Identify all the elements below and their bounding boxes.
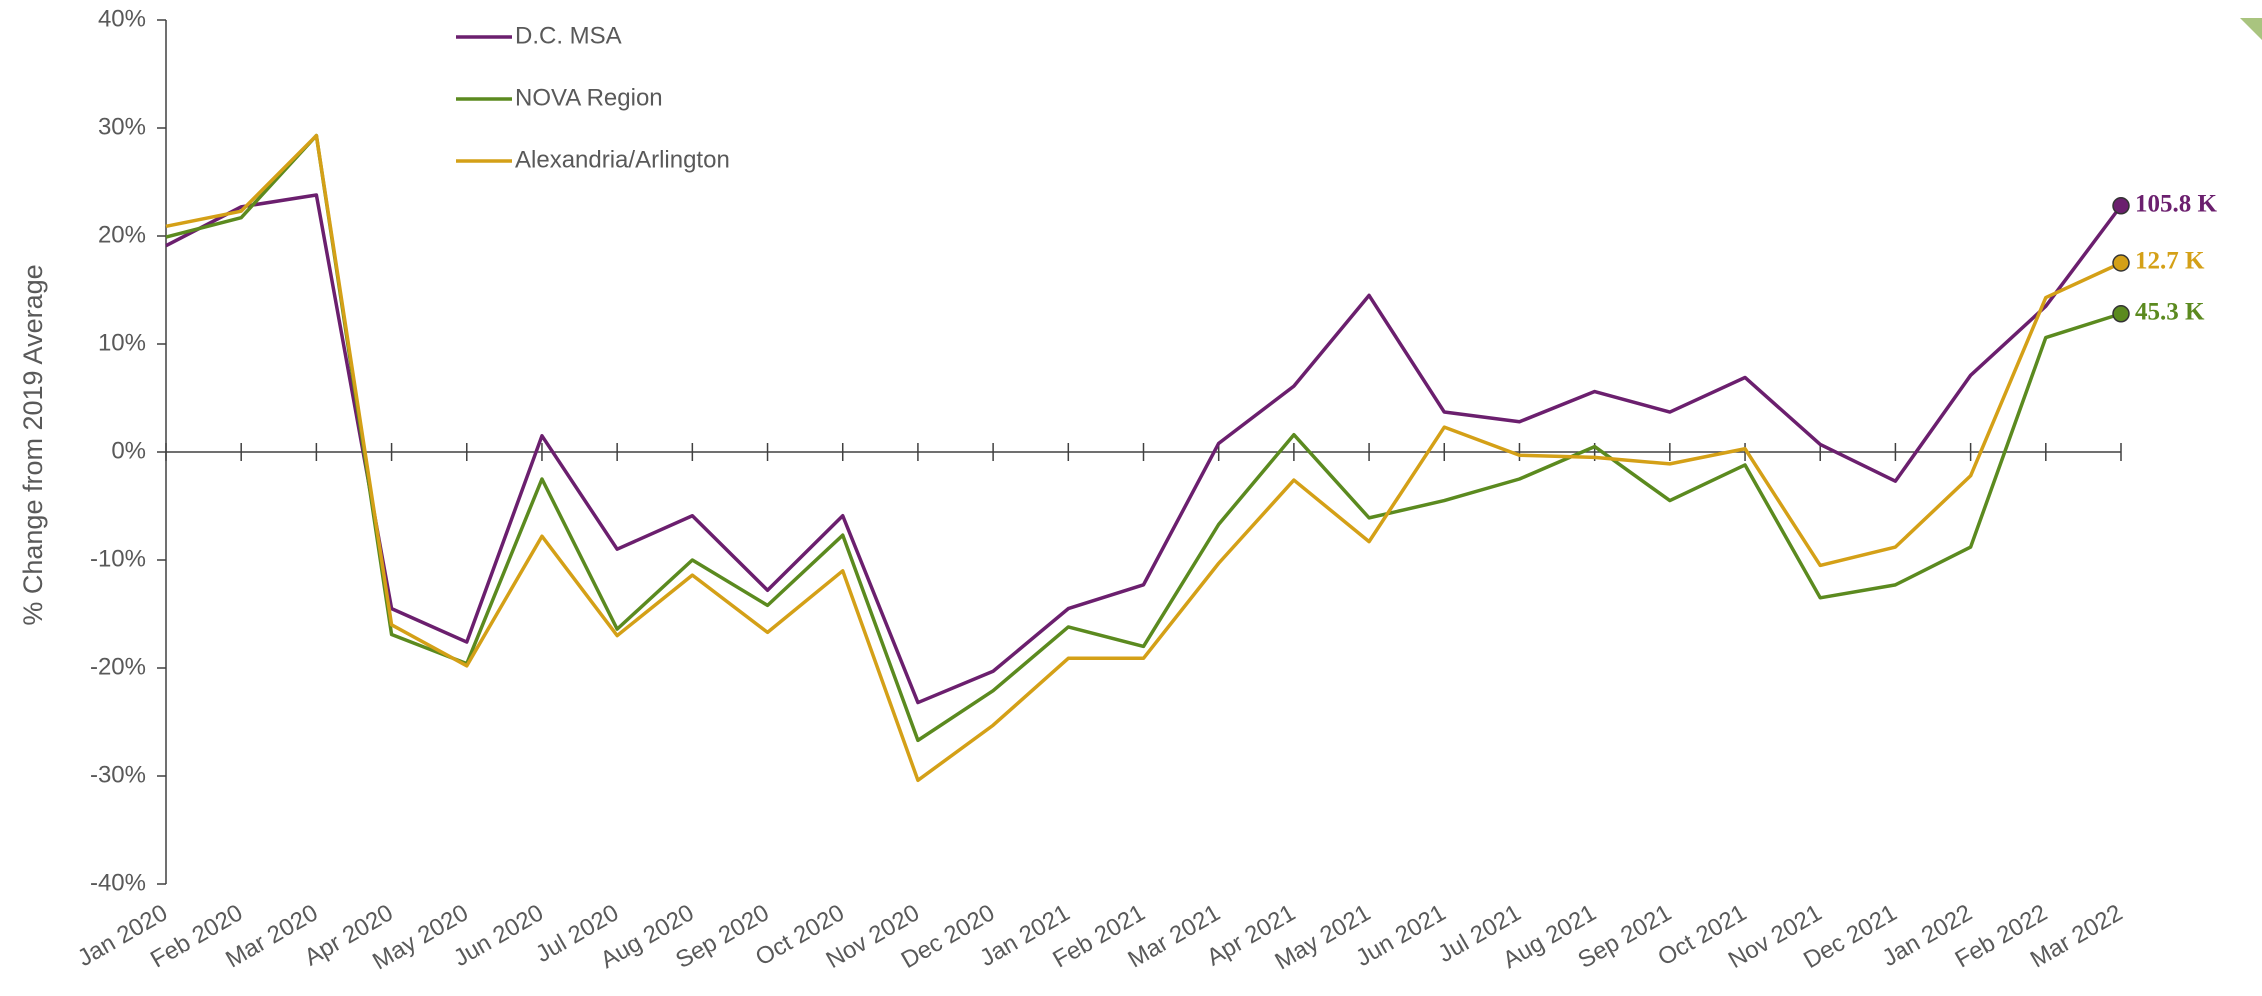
y-tick-label: 30% — [98, 113, 146, 140]
end-label: 105.8 K — [2135, 190, 2218, 217]
y-tick-label: 40% — [98, 5, 146, 32]
series-line — [165, 193, 2123, 705]
legend-label: D.C. MSA — [515, 22, 622, 49]
y-tick-label: -40% — [90, 869, 146, 896]
y-tick-label: 20% — [98, 221, 146, 248]
series-line — [165, 133, 2122, 743]
y-tick-label: -10% — [90, 545, 146, 572]
end-point — [2112, 305, 2130, 323]
y-tick-label: -30% — [90, 761, 146, 788]
end-label: 45.3 K — [2135, 298, 2205, 325]
y-axis-title: % Change from 2019 Average — [18, 264, 48, 625]
legend-label: Alexandria/Arlington — [515, 146, 730, 173]
end-label: 12.7 K — [2135, 248, 2205, 275]
y-tick-label: -20% — [90, 653, 146, 680]
y-tick-label: 0% — [111, 437, 146, 464]
y-tick-label: 10% — [98, 329, 146, 356]
legend-label: NOVA Region — [515, 84, 663, 111]
series-line — [165, 133, 2122, 783]
corner-decoration — [2240, 18, 2262, 40]
end-point — [2112, 197, 2130, 215]
end-point — [2112, 254, 2130, 272]
